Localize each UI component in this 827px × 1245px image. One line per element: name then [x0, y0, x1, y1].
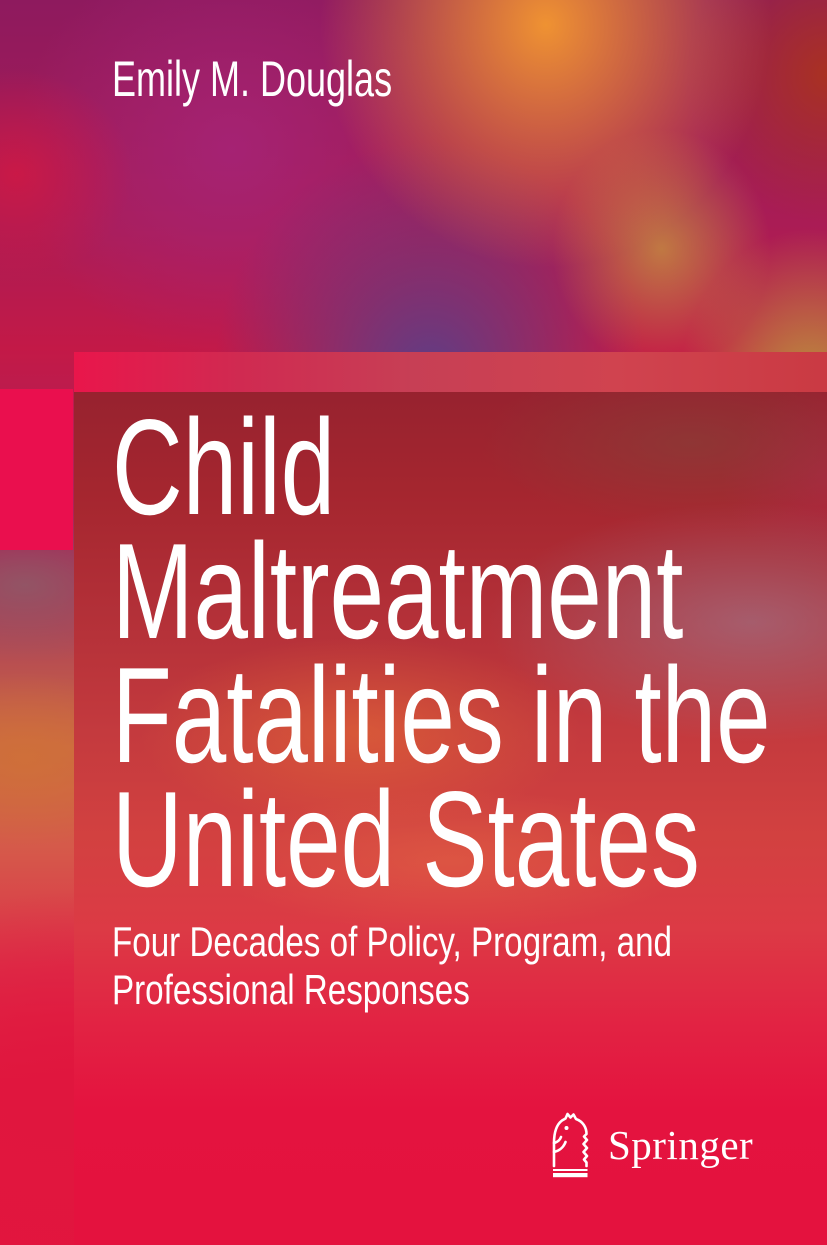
author-name-text: Emily M. Douglas — [112, 51, 393, 107]
title-line: United States — [112, 763, 700, 915]
book-subtitle: Four Decades of Policy, Program, and Pro… — [112, 918, 821, 1014]
publisher-logo: Springer — [545, 1112, 753, 1178]
publisher-wordmark: Springer — [608, 1122, 754, 1168]
pink-accent-block — [0, 389, 73, 550]
subtitle-line: Professional Responses — [112, 966, 470, 1013]
springer-horse-crest-icon — [552, 1112, 589, 1178]
author-name: Emily M. Douglas — [112, 51, 501, 108]
book-title: Child Maltreatment Fatalities in the Uni… — [112, 391, 827, 915]
title-panel — [74, 392, 827, 1245]
subtitle-line: Four Decades of Policy, Program, and — [112, 918, 673, 965]
title-line: Maltreatment — [112, 515, 684, 667]
title-line: Child — [112, 391, 336, 543]
highlight-strip — [74, 352, 827, 392]
title-line: Fatalities in the — [112, 639, 771, 791]
